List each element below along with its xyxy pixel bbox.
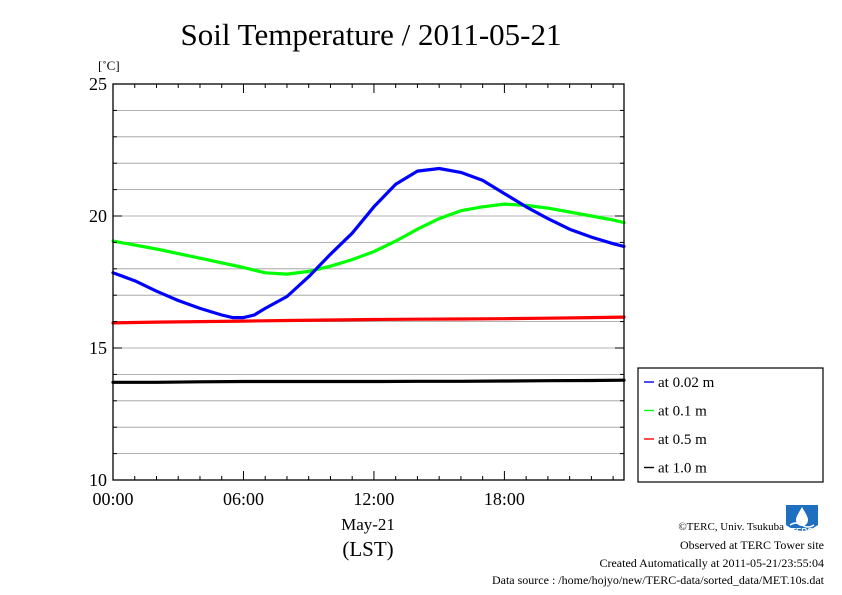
y-axis-unit: [˚C] [98,58,120,73]
footer-created: Created Automatically at 2011-05-21/23:5… [599,556,824,570]
x-axis-date-label: May-21 [341,515,395,534]
y-tick-label: 10 [89,470,107,490]
logo-drop-icon [796,507,808,526]
footer-source: Data source : /home/hojyo/new/TERC-data/… [491,573,824,587]
y-tick-label: 25 [89,74,107,94]
ticks [112,83,624,481]
x-tick-label: 06:00 [223,489,264,509]
x-tick-label: 12:00 [353,489,394,509]
legend-label: at 0.1 m [658,404,707,420]
x-tick-label: 00:00 [92,489,133,509]
legend: at 0.02 m at 0.1 m at 0.5 m at 1.0 m [637,367,824,483]
y-tick-label: 15 [89,338,107,358]
logo-wave-icon [789,522,815,528]
legend-label: at 0.5 m [658,432,707,448]
series-line-3 [111,166,626,320]
chart-title: Soil Temperature / 2011-05-21 [181,17,562,52]
y-tick-label: 20 [89,206,107,226]
footer-copyright: ©TERC, Univ. Tsukuba [678,521,784,533]
plot-frame [112,83,625,481]
series-line-1 [111,315,626,325]
axes [112,83,625,481]
series-line-2 [111,202,626,276]
footer-observed: Observed at TERC Tower site [679,538,824,552]
legend-label: at 0.02 m [658,375,715,391]
terc-logo: TERC [784,503,820,537]
tick-labels: 10 15 20 25 00:00 06:00 12:00 18:00 [89,74,525,509]
grid-lines [113,110,624,455]
logo-text: TERC [791,527,813,536]
legend-box [637,367,824,483]
legend-label: at 1.0 m [658,461,707,477]
x-axis-label: (LST) [342,537,393,561]
series-line-0 [111,378,626,384]
series-layer [111,166,626,384]
x-tick-label: 18:00 [484,489,525,509]
